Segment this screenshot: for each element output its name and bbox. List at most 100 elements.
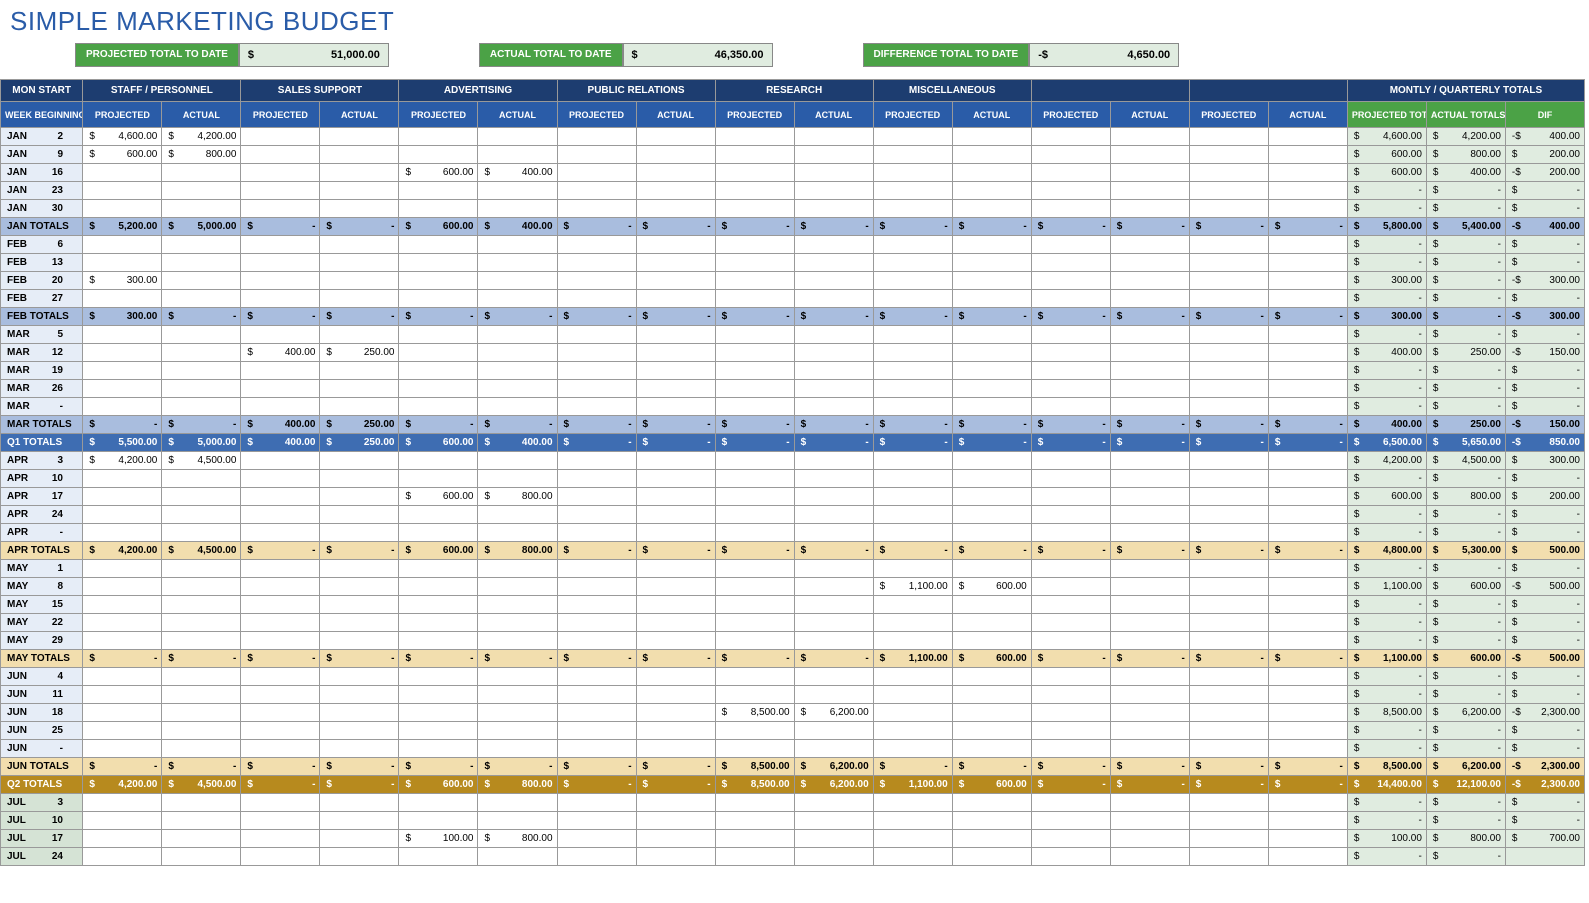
data-cell[interactable]	[636, 452, 715, 470]
data-cell[interactable]: $-	[952, 308, 1031, 326]
data-cell[interactable]	[162, 722, 241, 740]
data-cell[interactable]	[794, 794, 873, 812]
data-cell[interactable]	[83, 236, 162, 254]
data-cell[interactable]	[636, 560, 715, 578]
data-cell[interactable]	[557, 848, 636, 866]
data-cell[interactable]	[1189, 236, 1268, 254]
data-cell[interactable]: $-	[478, 308, 557, 326]
data-cell[interactable]	[241, 578, 320, 596]
data-cell[interactable]	[1031, 794, 1110, 812]
data-cell[interactable]: $5,200.00	[83, 218, 162, 236]
data-cell[interactable]: $-	[241, 650, 320, 668]
data-cell[interactable]	[83, 794, 162, 812]
data-cell[interactable]	[1110, 128, 1189, 146]
data-cell[interactable]	[478, 236, 557, 254]
data-cell[interactable]	[1268, 488, 1347, 506]
data-cell[interactable]	[241, 560, 320, 578]
data-cell[interactable]	[241, 506, 320, 524]
data-cell[interactable]	[478, 794, 557, 812]
data-cell[interactable]: $4,500.00	[162, 452, 241, 470]
data-cell[interactable]	[1110, 830, 1189, 848]
data-cell[interactable]	[83, 470, 162, 488]
data-cell[interactable]: $-	[1268, 308, 1347, 326]
data-cell[interactable]	[636, 740, 715, 758]
data-cell[interactable]	[636, 470, 715, 488]
data-cell[interactable]	[1031, 812, 1110, 830]
data-cell[interactable]	[1189, 848, 1268, 866]
data-cell[interactable]	[162, 326, 241, 344]
data-cell[interactable]	[241, 524, 320, 542]
data-cell[interactable]	[873, 596, 952, 614]
data-cell[interactable]	[873, 506, 952, 524]
data-cell[interactable]: $-	[1031, 434, 1110, 452]
data-cell[interactable]	[1110, 380, 1189, 398]
data-cell[interactable]	[636, 686, 715, 704]
data-cell[interactable]	[83, 722, 162, 740]
data-cell[interactable]	[478, 326, 557, 344]
data-cell[interactable]	[557, 380, 636, 398]
data-cell[interactable]	[1189, 200, 1268, 218]
data-cell[interactable]: $-	[1189, 416, 1268, 434]
data-cell[interactable]	[399, 740, 478, 758]
data-cell[interactable]	[162, 560, 241, 578]
data-cell[interactable]: $-	[715, 542, 794, 560]
data-cell[interactable]	[1031, 164, 1110, 182]
data-cell[interactable]	[478, 362, 557, 380]
data-cell[interactable]	[794, 272, 873, 290]
data-cell[interactable]: $-	[794, 650, 873, 668]
data-cell[interactable]	[794, 344, 873, 362]
data-cell[interactable]	[162, 362, 241, 380]
data-cell[interactable]	[715, 290, 794, 308]
data-cell[interactable]: $300.00	[83, 272, 162, 290]
data-cell[interactable]	[320, 668, 399, 686]
data-cell[interactable]	[1110, 722, 1189, 740]
data-cell[interactable]	[1268, 578, 1347, 596]
data-cell[interactable]	[794, 830, 873, 848]
data-cell[interactable]	[794, 200, 873, 218]
data-cell[interactable]	[636, 362, 715, 380]
data-cell[interactable]	[1268, 164, 1347, 182]
data-cell[interactable]	[399, 812, 478, 830]
data-cell[interactable]	[320, 812, 399, 830]
data-cell[interactable]	[952, 686, 1031, 704]
data-cell[interactable]	[1110, 362, 1189, 380]
data-cell[interactable]	[794, 740, 873, 758]
data-cell[interactable]	[83, 524, 162, 542]
data-cell[interactable]: $600.00	[399, 434, 478, 452]
data-cell[interactable]	[1268, 830, 1347, 848]
data-cell[interactable]	[636, 812, 715, 830]
data-cell[interactable]: $-	[873, 416, 952, 434]
data-cell[interactable]	[1110, 488, 1189, 506]
data-cell[interactable]	[478, 668, 557, 686]
data-cell[interactable]	[241, 668, 320, 686]
data-cell[interactable]	[715, 200, 794, 218]
data-cell[interactable]: $-	[557, 650, 636, 668]
data-cell[interactable]	[557, 146, 636, 164]
data-cell[interactable]	[1110, 704, 1189, 722]
data-cell[interactable]	[320, 398, 399, 416]
data-cell[interactable]	[83, 164, 162, 182]
data-cell[interactable]: $-	[952, 416, 1031, 434]
data-cell[interactable]: $1,100.00	[873, 650, 952, 668]
data-cell[interactable]	[557, 470, 636, 488]
data-cell[interactable]	[636, 848, 715, 866]
data-cell[interactable]: $4,200.00	[83, 776, 162, 794]
data-cell[interactable]	[320, 182, 399, 200]
data-cell[interactable]	[320, 848, 399, 866]
data-cell[interactable]	[1031, 632, 1110, 650]
data-cell[interactable]	[241, 146, 320, 164]
data-cell[interactable]: $-	[1110, 758, 1189, 776]
data-cell[interactable]	[162, 704, 241, 722]
data-cell[interactable]	[636, 398, 715, 416]
data-cell[interactable]	[1189, 488, 1268, 506]
data-cell[interactable]	[873, 470, 952, 488]
data-cell[interactable]	[1268, 722, 1347, 740]
data-cell[interactable]: $-	[1031, 218, 1110, 236]
data-cell[interactable]	[399, 128, 478, 146]
data-cell[interactable]	[1268, 704, 1347, 722]
data-cell[interactable]: $-	[1031, 650, 1110, 668]
data-cell[interactable]	[636, 596, 715, 614]
data-cell[interactable]: $-	[557, 758, 636, 776]
data-cell[interactable]	[794, 812, 873, 830]
data-cell[interactable]: $-	[873, 308, 952, 326]
